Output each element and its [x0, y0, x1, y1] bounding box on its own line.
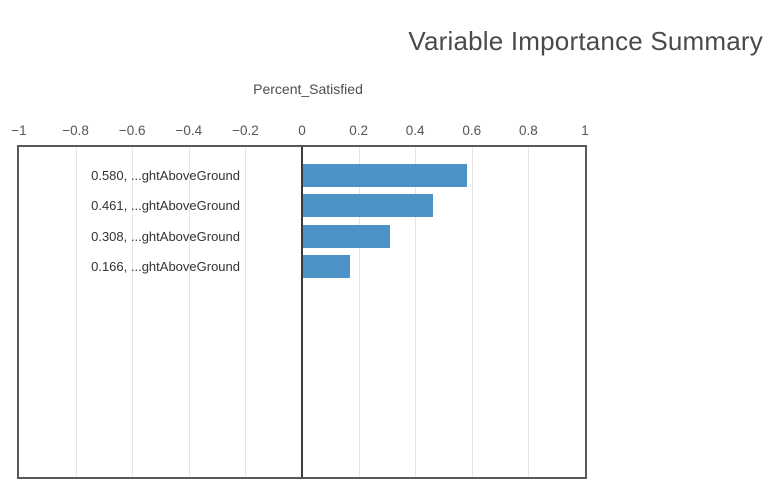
- x-tick-label: −1: [11, 123, 27, 138]
- gridline: [528, 147, 530, 477]
- gridline: [415, 147, 417, 477]
- gridline: [245, 147, 247, 477]
- gridline: [471, 147, 473, 477]
- chart-subtitle: Percent_Satisfied: [253, 81, 363, 97]
- plot-area: 0.580, ...ghtAboveGround 0.461, ...ghtAbo…: [17, 145, 587, 479]
- importance-bar[interactable]: [303, 194, 434, 218]
- category-label: 0.166, ...ghtAboveGround: [91, 259, 240, 275]
- gridline: [75, 147, 77, 477]
- x-tick-label: 0.6: [462, 123, 482, 138]
- x-tick-label: −0.6: [118, 123, 146, 138]
- chart-title: Variable Importance Summary: [408, 26, 763, 56]
- x-tick-label: 0.2: [349, 123, 368, 138]
- x-tick-label: 0.4: [405, 123, 425, 138]
- x-tick-label: −0.8: [62, 123, 89, 138]
- x-tick-label: −0.4: [175, 123, 203, 138]
- zero-baseline: [301, 147, 303, 477]
- x-tick-label: 0: [298, 123, 306, 138]
- gridline: [132, 147, 134, 477]
- x-axis: −1 −0.8 −0.6 −0.4 −0.2 0 0.2 0.4 0.6 0.8 1: [11, 123, 589, 141]
- category-label: 0.580, ...ghtAboveGround: [91, 168, 240, 183]
- importance-bar[interactable]: [303, 255, 350, 279]
- gridline: [358, 147, 360, 477]
- importance-bar[interactable]: [303, 224, 391, 248]
- category-label: 0.461, ...ghtAboveGround: [91, 198, 240, 214]
- x-tick-label: 1: [581, 123, 589, 138]
- category-label: 0.308, ...ghtAboveGround: [91, 228, 240, 244]
- x-tick-label: 0.8: [519, 123, 538, 138]
- importance-bar[interactable]: [303, 164, 468, 187]
- x-tick-label: −0.2: [232, 123, 259, 138]
- gridline: [188, 147, 190, 477]
